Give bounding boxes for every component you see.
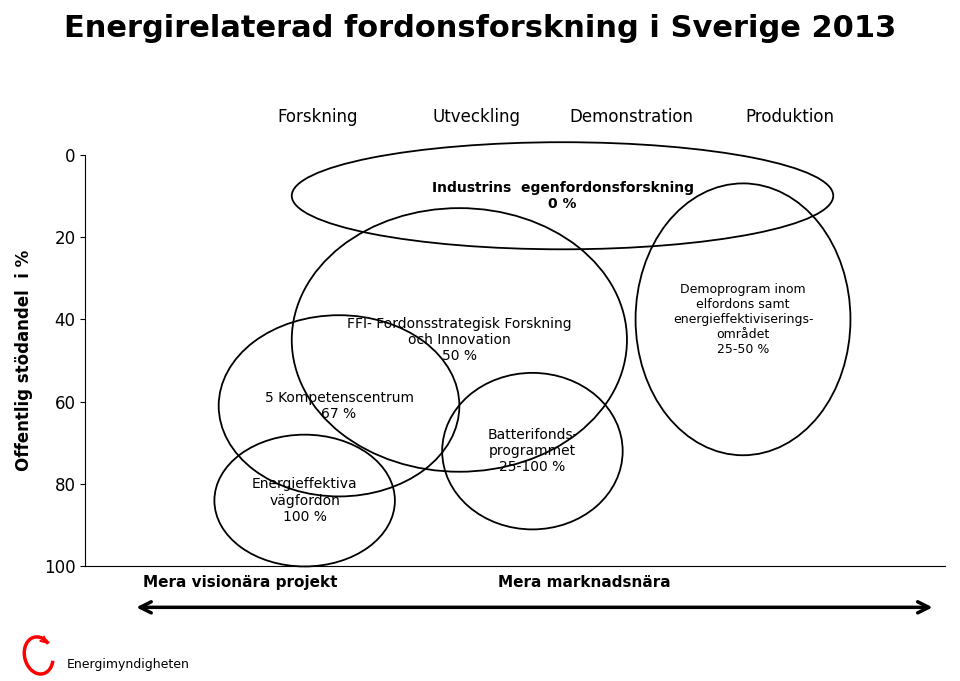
Text: Forskning: Forskning (277, 108, 358, 126)
Y-axis label: Offentlig stödandel  i %: Offentlig stödandel i % (15, 250, 33, 471)
Text: Mera visionära projekt: Mera visionära projekt (143, 575, 338, 590)
Text: Utveckling: Utveckling (433, 108, 520, 126)
Text: Mera marknadsnära: Mera marknadsnära (498, 575, 671, 590)
Text: Industrins  egenfordonsforskning
0 %: Industrins egenfordonsforskning 0 % (431, 180, 693, 211)
Text: Batterifonds-
programmet
25-100 %: Batterifonds- programmet 25-100 % (487, 428, 578, 475)
Text: Demonstration: Demonstration (569, 108, 693, 126)
Text: Demoprogram inom
elfordons samt
energieffektiviserings-
området
25-50 %: Demoprogram inom elfordons samt energief… (673, 283, 813, 356)
Text: Produktion: Produktion (746, 108, 835, 126)
Text: Energirelaterad fordonsforskning i Sverige 2013: Energirelaterad fordonsforskning i Sveri… (64, 14, 896, 43)
Text: Energieffektiva
vägfordon
100 %: Energieffektiva vägfordon 100 % (252, 477, 357, 524)
Text: FFI- Fordonsstrategisk Forskning
och Innovation
50 %: FFI- Fordonsstrategisk Forskning och Inn… (348, 317, 571, 363)
Text: 5 Kompetenscentrum
67 %: 5 Kompetenscentrum 67 % (265, 391, 414, 421)
Text: Energimyndigheten: Energimyndigheten (67, 658, 190, 671)
